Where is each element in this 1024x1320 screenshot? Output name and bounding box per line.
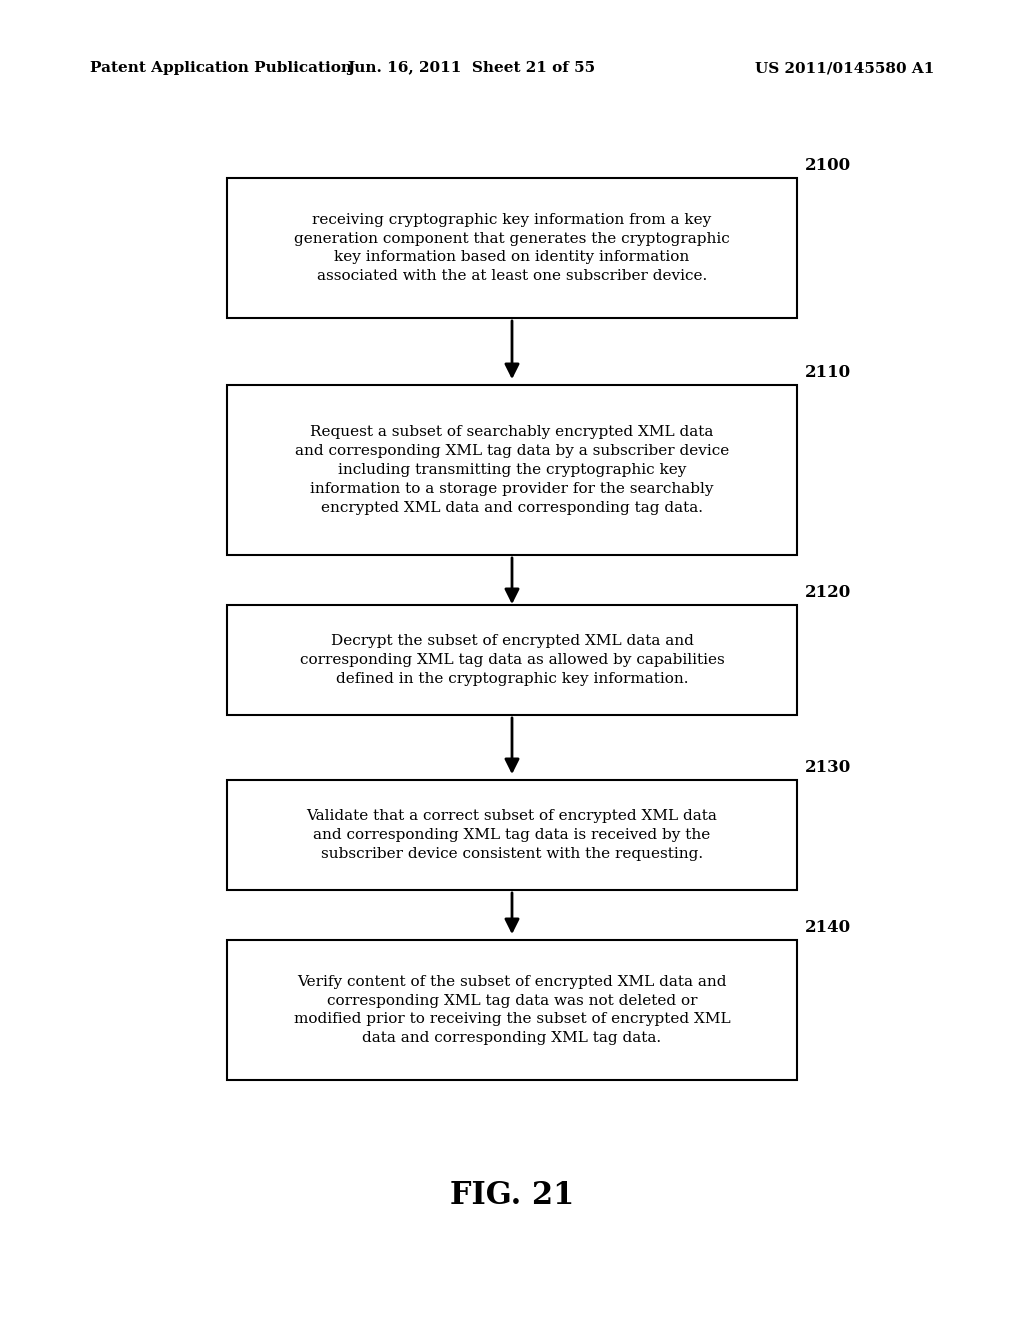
Text: Patent Application Publication: Patent Application Publication	[90, 61, 352, 75]
Bar	[227, 605, 797, 715]
Text: Validate that a correct subset of encrypted XML data
and corresponding XML tag d: Validate that a correct subset of encryp…	[306, 809, 718, 861]
Bar	[227, 178, 797, 318]
Bar	[227, 940, 797, 1080]
Text: 2110: 2110	[805, 364, 851, 381]
Text: FIG. 21: FIG. 21	[450, 1180, 574, 1210]
Text: 2140: 2140	[805, 919, 851, 936]
Text: 2130: 2130	[805, 759, 851, 776]
Text: US 2011/0145580 A1: US 2011/0145580 A1	[755, 61, 934, 75]
Text: Jun. 16, 2011  Sheet 21 of 55: Jun. 16, 2011 Sheet 21 of 55	[347, 61, 595, 75]
Text: receiving cryptographic key information from a key
generation component that gen: receiving cryptographic key information …	[294, 213, 730, 284]
Text: Decrypt the subset of encrypted XML data and
corresponding XML tag data as allow: Decrypt the subset of encrypted XML data…	[300, 634, 724, 686]
Text: 2120: 2120	[805, 583, 851, 601]
Text: 2100: 2100	[805, 157, 851, 174]
Bar	[227, 780, 797, 890]
Bar	[227, 385, 797, 554]
Text: Verify content of the subset of encrypted XML data and
corresponding XML tag dat: Verify content of the subset of encrypte…	[294, 974, 730, 1045]
Text: Request a subset of searchably encrypted XML data
and corresponding XML tag data: Request a subset of searchably encrypted…	[295, 425, 729, 515]
